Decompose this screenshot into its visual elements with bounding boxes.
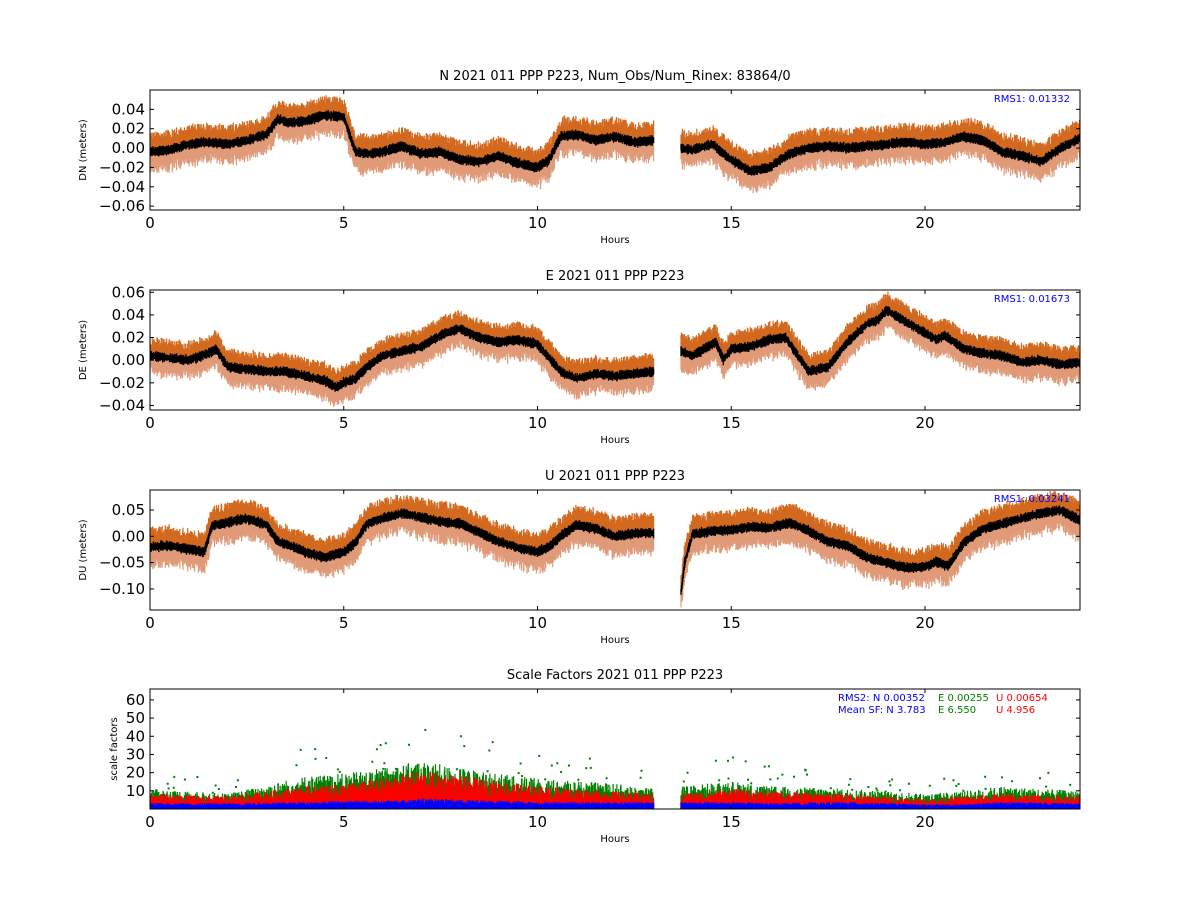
- plot-area: [150, 490, 1080, 608]
- x-axis-label: Hours: [600, 635, 629, 646]
- y-tick-label: 30: [126, 745, 145, 763]
- x-tick-label: 20: [915, 414, 934, 432]
- rms-label: RMS1: 0.01673: [994, 294, 1070, 305]
- upper-band-series: [150, 95, 1080, 172]
- x-tick-label: 5: [339, 414, 349, 432]
- x-tick-label: 15: [722, 614, 741, 632]
- x-tick-label: 20: [915, 214, 934, 232]
- chart-title: E 2021 011 PPP P223: [546, 269, 685, 284]
- x-tick-label: 20: [915, 813, 934, 831]
- axes-frame: [149, 688, 1081, 810]
- x-tick-label: 5: [339, 813, 349, 831]
- y-axis-label: DE (meters): [78, 320, 89, 380]
- value-series: [150, 505, 1080, 595]
- y-tick-label: −0.02: [99, 374, 145, 392]
- y-tick-label: 40: [126, 727, 145, 745]
- lower-band-series: [150, 309, 1080, 407]
- x-axis-label: Hours: [600, 235, 629, 246]
- x-tick-label: 5: [339, 614, 349, 632]
- chart-title: N 2021 011 PPP P223, Num_Obs/Num_Rinex: …: [439, 69, 790, 84]
- rms2-n-label: RMS2: N 0.00352: [838, 693, 925, 704]
- x-tick-label: 20: [915, 614, 934, 632]
- rms-label: RMS1: 0.03241: [994, 494, 1070, 505]
- y-tick-label: −0.04: [99, 396, 145, 414]
- y-tick-label: 0.04: [112, 100, 145, 118]
- plot-area: [150, 95, 1080, 194]
- value-series: [150, 305, 1080, 392]
- rms2-u-label: U 0.00654: [996, 693, 1048, 704]
- axes-frame: [149, 289, 1081, 411]
- y-tick-label: −0.02: [99, 158, 145, 176]
- upper-band-series: [150, 490, 1080, 592]
- x-tick-label: 0: [145, 214, 155, 232]
- y-tick-label: 10: [126, 782, 145, 800]
- chart-panel-0: N 2021 011 PPP P223, Num_Obs/Num_Rinex: …: [78, 69, 1081, 246]
- y-tick-label: 0.00: [112, 139, 145, 157]
- series-E-spikes: [166, 729, 1072, 796]
- y-tick-label: 0.00: [112, 351, 145, 369]
- y-tick-label: −0.10: [99, 580, 145, 598]
- x-tick-label: 0: [145, 614, 155, 632]
- y-tick-label: −0.04: [99, 178, 145, 196]
- chart-title: Scale Factors 2021 011 PPP P223: [507, 668, 723, 683]
- rms-label: RMS1: 0.01332: [994, 94, 1070, 105]
- plot-area: [150, 729, 1080, 809]
- y-tick-label: 60: [126, 691, 145, 709]
- value-series: [150, 109, 1080, 176]
- rms2-e-label: E 0.00255: [938, 693, 989, 704]
- x-tick-label: 10: [528, 414, 547, 432]
- x-tick-label: 15: [722, 813, 741, 831]
- chart-panel-1: E 2021 011 PPP P223 RMS1: 0.01673 0 5 10 15 20…: [78, 269, 1081, 446]
- y-tick-label: 0.05: [112, 501, 145, 519]
- y-tick-label: 50: [126, 709, 145, 727]
- y-tick-label: 0.00: [112, 527, 145, 545]
- chart-title: U 2021 011 PPP P223: [545, 469, 685, 484]
- y-tick-label: 0.04: [112, 306, 145, 324]
- x-tick-label: 10: [528, 614, 547, 632]
- meansf-n-label: Mean SF: N 3.783: [838, 705, 926, 716]
- x-tick-label: 10: [528, 813, 547, 831]
- lower-band-series: [150, 114, 1080, 194]
- upper-band-series: [150, 291, 1080, 388]
- x-axis-label: Hours: [600, 834, 629, 845]
- x-tick-label: 5: [339, 214, 349, 232]
- y-axis-label: scale factors: [109, 717, 120, 780]
- x-tick-label: 10: [528, 214, 547, 232]
- x-tick-label: 0: [145, 414, 155, 432]
- chart-panel-2: U 2021 011 PPP P223 RMS1: 0.03241 0 5 10 15 20…: [78, 469, 1081, 646]
- x-tick-label: 0: [145, 813, 155, 831]
- axes-frame: [149, 489, 1081, 611]
- y-tick-label: 0.02: [112, 329, 145, 347]
- x-tick-label: 15: [722, 414, 741, 432]
- lower-band-series: [150, 509, 1080, 608]
- y-tick-label: 0.02: [112, 120, 145, 138]
- x-axis-label: Hours: [600, 435, 629, 446]
- y-axis-label: DU (meters): [78, 519, 89, 580]
- y-tick-label: 20: [126, 764, 145, 782]
- x-tick-label: 15: [722, 214, 741, 232]
- meansf-e-label: E 6.550: [938, 705, 976, 716]
- series-N: [150, 798, 1080, 809]
- axes-frame: [149, 89, 1081, 211]
- y-tick-label: −0.05: [99, 554, 145, 572]
- chart-panel-3: Scale Factors 2021 011 PPP P223 RMS2: N 0…: [109, 668, 1081, 845]
- y-axis-label: DN (meters): [78, 119, 89, 181]
- y-tick-label: −0.06: [99, 197, 145, 215]
- plot-area: [150, 291, 1080, 407]
- meansf-u-label: U 4.956: [996, 705, 1035, 716]
- y-tick-label: 0.06: [112, 283, 145, 301]
